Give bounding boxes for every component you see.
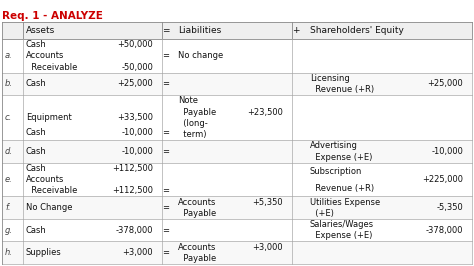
Text: +33,500: +33,500 bbox=[117, 113, 153, 122]
Text: +5,350: +5,350 bbox=[252, 198, 283, 207]
Text: Cash: Cash bbox=[26, 226, 47, 235]
Text: Payable: Payable bbox=[178, 254, 216, 263]
Text: +23,500: +23,500 bbox=[247, 107, 283, 117]
Text: +25,000: +25,000 bbox=[117, 80, 153, 88]
Text: =: = bbox=[163, 248, 170, 257]
Text: -378,000: -378,000 bbox=[426, 226, 463, 235]
Text: Revenue (+R): Revenue (+R) bbox=[310, 85, 374, 94]
Text: Equipment: Equipment bbox=[26, 113, 72, 122]
Text: Cash: Cash bbox=[26, 80, 47, 88]
Text: =: = bbox=[162, 26, 170, 35]
Text: Advertising: Advertising bbox=[310, 141, 358, 150]
Text: Cash: Cash bbox=[26, 164, 47, 173]
Text: =: = bbox=[163, 147, 170, 156]
Text: =: = bbox=[163, 128, 170, 137]
Bar bbox=[2, 242, 472, 264]
Text: a.: a. bbox=[5, 51, 13, 60]
Text: e.: e. bbox=[5, 175, 13, 184]
Text: Receivable: Receivable bbox=[26, 63, 77, 72]
Text: Assets: Assets bbox=[26, 26, 55, 35]
Text: No change: No change bbox=[178, 51, 223, 60]
Text: Supplies: Supplies bbox=[26, 248, 62, 257]
Bar bbox=[2, 73, 472, 95]
Text: Accounts: Accounts bbox=[178, 243, 216, 252]
Text: Receivable: Receivable bbox=[26, 186, 77, 195]
Text: Accounts: Accounts bbox=[26, 175, 64, 184]
Text: Subscription: Subscription bbox=[310, 167, 363, 176]
Text: d.: d. bbox=[5, 147, 13, 156]
Text: No Change: No Change bbox=[26, 203, 73, 212]
Text: Req. 1 - ANALYZE: Req. 1 - ANALYZE bbox=[2, 11, 103, 21]
Text: f.: f. bbox=[5, 203, 10, 212]
Text: Licensing: Licensing bbox=[310, 74, 350, 83]
Text: Cash: Cash bbox=[26, 147, 47, 156]
Text: =: = bbox=[163, 186, 170, 195]
Text: +225,000: +225,000 bbox=[422, 175, 463, 184]
Text: -10,000: -10,000 bbox=[121, 147, 153, 156]
Bar bbox=[2, 140, 472, 163]
Bar bbox=[2, 197, 472, 219]
Text: +3,000: +3,000 bbox=[122, 248, 153, 257]
Text: -50,000: -50,000 bbox=[121, 63, 153, 72]
Text: -10,000: -10,000 bbox=[431, 147, 463, 156]
Text: =: = bbox=[163, 80, 170, 88]
Text: Shareholders' Equity: Shareholders' Equity bbox=[310, 26, 404, 35]
Text: =: = bbox=[163, 203, 170, 212]
Text: g.: g. bbox=[5, 226, 13, 235]
Text: Cash: Cash bbox=[26, 40, 47, 49]
Text: =: = bbox=[163, 51, 170, 60]
Text: Expense (+E): Expense (+E) bbox=[310, 153, 373, 161]
Text: c.: c. bbox=[5, 113, 12, 122]
Text: =: = bbox=[163, 226, 170, 235]
Text: term): term) bbox=[178, 130, 207, 139]
Text: Liabilities: Liabilities bbox=[178, 26, 221, 35]
Text: -378,000: -378,000 bbox=[116, 226, 153, 235]
Text: (long-: (long- bbox=[178, 119, 208, 128]
Text: +112,500: +112,500 bbox=[112, 164, 153, 173]
Text: Revenue (+R): Revenue (+R) bbox=[310, 184, 374, 193]
Text: Note: Note bbox=[178, 96, 198, 105]
Text: +3,000: +3,000 bbox=[252, 243, 283, 252]
Text: -5,350: -5,350 bbox=[436, 203, 463, 212]
Text: Accounts: Accounts bbox=[178, 198, 216, 207]
Text: +: + bbox=[292, 26, 300, 35]
Text: -10,000: -10,000 bbox=[121, 128, 153, 137]
Text: Utilities Expense: Utilities Expense bbox=[310, 198, 380, 207]
Text: (+E): (+E) bbox=[310, 209, 334, 218]
Text: +112,500: +112,500 bbox=[112, 186, 153, 195]
Text: Salaries/Wages: Salaries/Wages bbox=[310, 220, 374, 229]
Text: +50,000: +50,000 bbox=[117, 40, 153, 49]
Text: Payable: Payable bbox=[178, 107, 216, 117]
Text: +25,000: +25,000 bbox=[427, 80, 463, 88]
Bar bbox=[2, 22, 472, 39]
Text: h.: h. bbox=[5, 248, 13, 257]
Text: Cash: Cash bbox=[26, 128, 47, 137]
Text: Expense (+E): Expense (+E) bbox=[310, 231, 373, 240]
Text: Accounts: Accounts bbox=[26, 51, 64, 60]
Text: Payable: Payable bbox=[178, 209, 216, 218]
Text: b.: b. bbox=[5, 80, 13, 88]
